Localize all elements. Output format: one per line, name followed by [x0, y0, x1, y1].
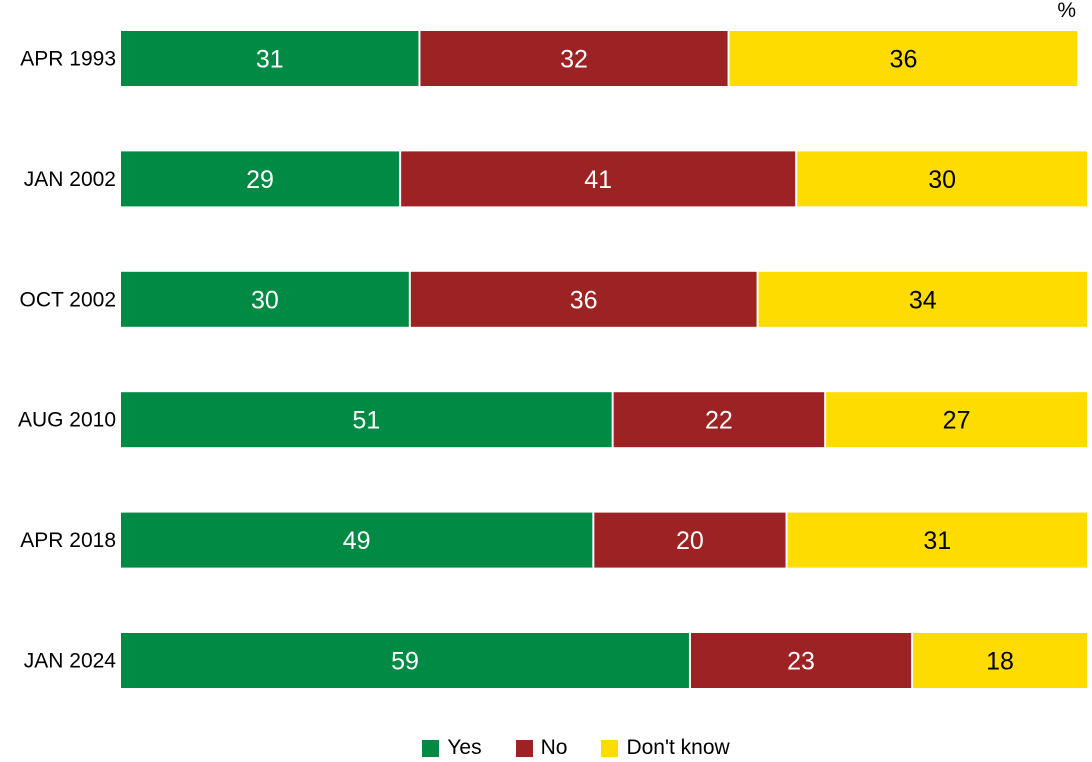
- legend-label: Yes: [447, 736, 482, 759]
- data-label: 30: [251, 286, 279, 314]
- data-label: 18: [986, 648, 1014, 676]
- category-label: JAN 2002: [24, 168, 116, 191]
- unit-label: %: [1057, 0, 1076, 22]
- legend-swatch: [515, 739, 533, 757]
- data-label: 30: [928, 166, 956, 194]
- data-label: 27: [943, 407, 971, 435]
- legend: Yes No Don't know: [0, 734, 1092, 762]
- legend-label: Don't know: [626, 736, 730, 759]
- data-label: 22: [705, 407, 733, 435]
- stacked-bar-chart: % APR 1993 31 32 36 JAN 2002 29 41 30 OCT 2002 30…: [18, 0, 1087, 688]
- plot-area: APR 1993 31 32 36 JAN 2002 29 41 30 OCT 2002 30 36…: [18, 31, 1087, 688]
- data-label: 36: [890, 46, 918, 74]
- bar-segment: [121, 151, 400, 207]
- bar-segment: [121, 633, 689, 688]
- category-label: APR 1993: [20, 48, 116, 71]
- data-label: 34: [909, 286, 937, 314]
- bar-segment: [401, 151, 796, 207]
- data-label: 49: [343, 527, 371, 555]
- category-label: JAN 2024: [24, 650, 117, 673]
- bar-segment: [826, 392, 1087, 448]
- data-label: 51: [352, 407, 380, 435]
- bar-segment: [613, 392, 825, 448]
- legend-swatch: [601, 739, 619, 757]
- bar-segment: [121, 392, 612, 448]
- data-label: 20: [676, 527, 704, 555]
- data-label: 32: [560, 46, 588, 74]
- data-label: 59: [391, 648, 419, 676]
- bar-segment: [787, 512, 1087, 568]
- legend-item: Don't know: [601, 736, 730, 760]
- data-label: 31: [923, 527, 951, 555]
- bar-segment: [410, 271, 757, 327]
- bar-segment: [913, 633, 1087, 688]
- category-label: APR 2018: [20, 529, 116, 552]
- bar-segment: [797, 151, 1087, 207]
- bar-segment: [420, 31, 728, 86]
- data-label: 41: [584, 166, 612, 194]
- legend-label: No: [540, 736, 568, 759]
- data-label: 23: [787, 648, 815, 676]
- bar-segment: [729, 31, 1078, 86]
- bar-segment: [121, 512, 593, 568]
- data-label: 31: [256, 46, 284, 74]
- category-label: OCT 2002: [20, 288, 117, 311]
- bar-segment: [121, 271, 409, 327]
- data-label: 36: [570, 286, 598, 314]
- bar-segment: [758, 271, 1087, 327]
- legend-item: Yes: [422, 736, 482, 760]
- legend-swatch: [422, 739, 440, 757]
- bar-segment: [121, 31, 419, 86]
- data-label: 29: [246, 166, 274, 194]
- legend-item: No: [515, 736, 568, 760]
- category-label: AUG 2010: [18, 409, 116, 432]
- bar-segment: [690, 633, 912, 688]
- bar-segment: [594, 512, 786, 568]
